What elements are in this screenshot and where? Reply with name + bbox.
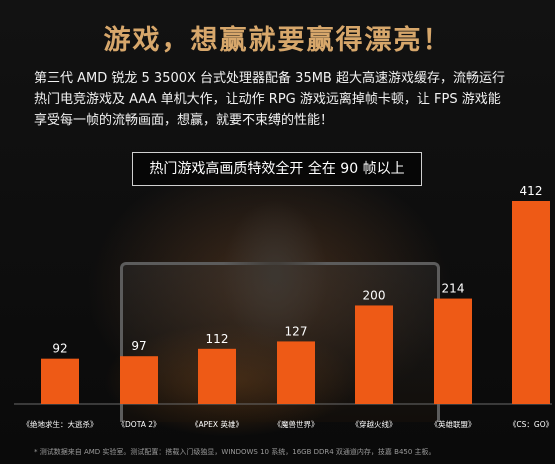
- headline: 游戏，想赢就要赢得漂亮！: [103, 25, 452, 56]
- bar-0: [41, 358, 79, 404]
- category-label-1: 《DOTA 2》: [118, 420, 161, 429]
- fps-banner: 热门游戏高画质特效全开 全在 90 帧以上: [132, 152, 422, 186]
- value-label-2: 112: [206, 332, 229, 346]
- category-label-0: 《绝地求生：大逃杀》: [23, 419, 98, 429]
- value-label-3: 127: [285, 324, 308, 338]
- value-label-5: 214: [442, 282, 465, 296]
- category-label-6: 《CS：GO》: [509, 420, 553, 429]
- category-label-3: 《魔兽世界》: [274, 419, 319, 429]
- category-label-5: 《英雄联盟》: [431, 419, 476, 429]
- product-description: 第三代 AMD 锐龙 5 3500X 台式处理器配备 35MB 超大高速游戏缓存…: [34, 71, 505, 128]
- bar-2: [198, 348, 236, 404]
- value-label-4: 200: [363, 288, 386, 302]
- category-label-2: 《APEX 英雄》: [191, 419, 243, 429]
- value-label-0: 92: [52, 342, 67, 356]
- bar-6: [512, 201, 550, 404]
- test-footnote: * 测试数据来自 AMD 实验室。测试配置：搭载入门级独显，WINDOWS 10…: [34, 448, 436, 456]
- bar-3: [277, 341, 315, 404]
- value-label-1: 97: [131, 339, 146, 353]
- value-label-6: 412: [520, 184, 543, 198]
- bar-4: [355, 305, 393, 404]
- bar-1: [120, 356, 158, 404]
- category-label-4: 《穿越火线》: [352, 419, 397, 429]
- bar-5: [434, 298, 472, 404]
